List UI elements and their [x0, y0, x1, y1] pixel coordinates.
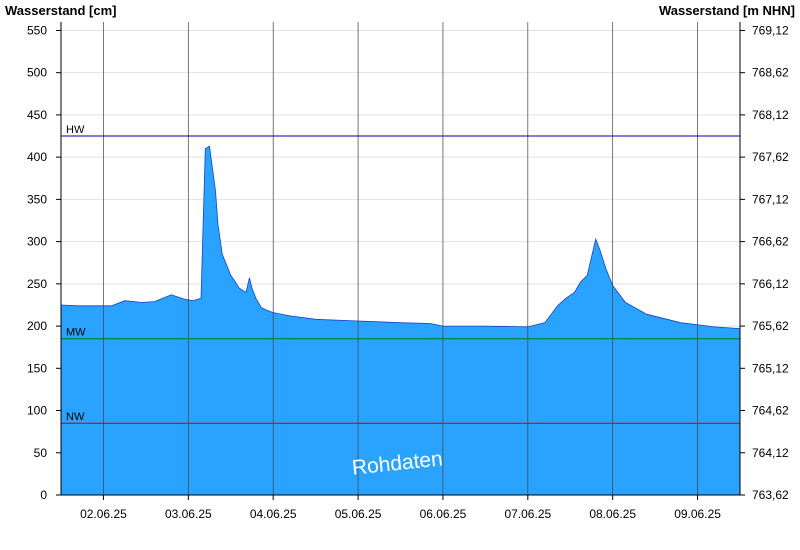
- tick-label-x: 08.06.25: [589, 507, 636, 521]
- tick-label-right: 766,12: [752, 277, 789, 291]
- tick-label-left: 50: [34, 446, 48, 460]
- tick-label-x: 03.06.25: [165, 507, 212, 521]
- reference-label-hw: HW: [66, 124, 85, 136]
- tick-label-left: 350: [27, 192, 47, 206]
- tick-label-right: 764,12: [752, 446, 789, 460]
- tick-label-x: 05.06.25: [335, 507, 382, 521]
- tick-label-right: 769,12: [752, 23, 789, 37]
- tick-label-left: 0: [40, 488, 47, 502]
- tick-label-right: 767,62: [752, 150, 789, 164]
- tick-label-right: 765,62: [752, 319, 789, 333]
- tick-label-left: 300: [27, 235, 47, 249]
- tick-label-left: 550: [27, 23, 47, 37]
- tick-label-left: 450: [27, 108, 47, 122]
- reference-label-mw: MW: [66, 327, 86, 339]
- left-axis-title: Wasserstand [cm]: [5, 3, 117, 18]
- tick-label-left: 150: [27, 361, 47, 375]
- left-axis-ticks: 0 50 100 150 200 250 300 350 400 450 500 550: [27, 23, 61, 502]
- tick-label-right: 768,62: [752, 66, 789, 80]
- right-axis-ticks: 763,62 764,12 764,62 765,12 765,62 766,12 766,…: [740, 23, 789, 502]
- tick-label-right: 766,62: [752, 235, 789, 249]
- tick-label-x: 09.06.25: [674, 507, 721, 521]
- tick-label-right: 764,62: [752, 404, 789, 418]
- right-axis-title: Wasserstand [m NHN]: [659, 3, 795, 18]
- reference-lines: HW MW NW: [61, 124, 740, 424]
- axes: [60, 22, 741, 496]
- tick-label-x: 04.06.25: [250, 507, 297, 521]
- tick-label-right: 765,12: [752, 361, 789, 375]
- reference-label-nw: NW: [66, 411, 85, 423]
- tick-label-right: 768,12: [752, 108, 789, 122]
- tick-label-left: 250: [27, 277, 47, 291]
- tick-label-left: 400: [27, 150, 47, 164]
- tick-label-left: 500: [27, 66, 47, 80]
- tick-label-left: 100: [27, 404, 47, 418]
- x-axis-ticks: 02.06.25 03.06.25 04.06.25 05.06.25 06.06.25…: [80, 495, 721, 521]
- tick-label-left: 200: [27, 319, 47, 333]
- tick-label-x: 06.06.25: [420, 507, 467, 521]
- tick-label-x: 07.06.25: [504, 507, 551, 521]
- tick-label-x: 02.06.25: [80, 507, 127, 521]
- tick-label-right: 763,62: [752, 488, 789, 502]
- day-separator-lines: [103, 22, 698, 495]
- tick-label-right: 767,12: [752, 192, 789, 206]
